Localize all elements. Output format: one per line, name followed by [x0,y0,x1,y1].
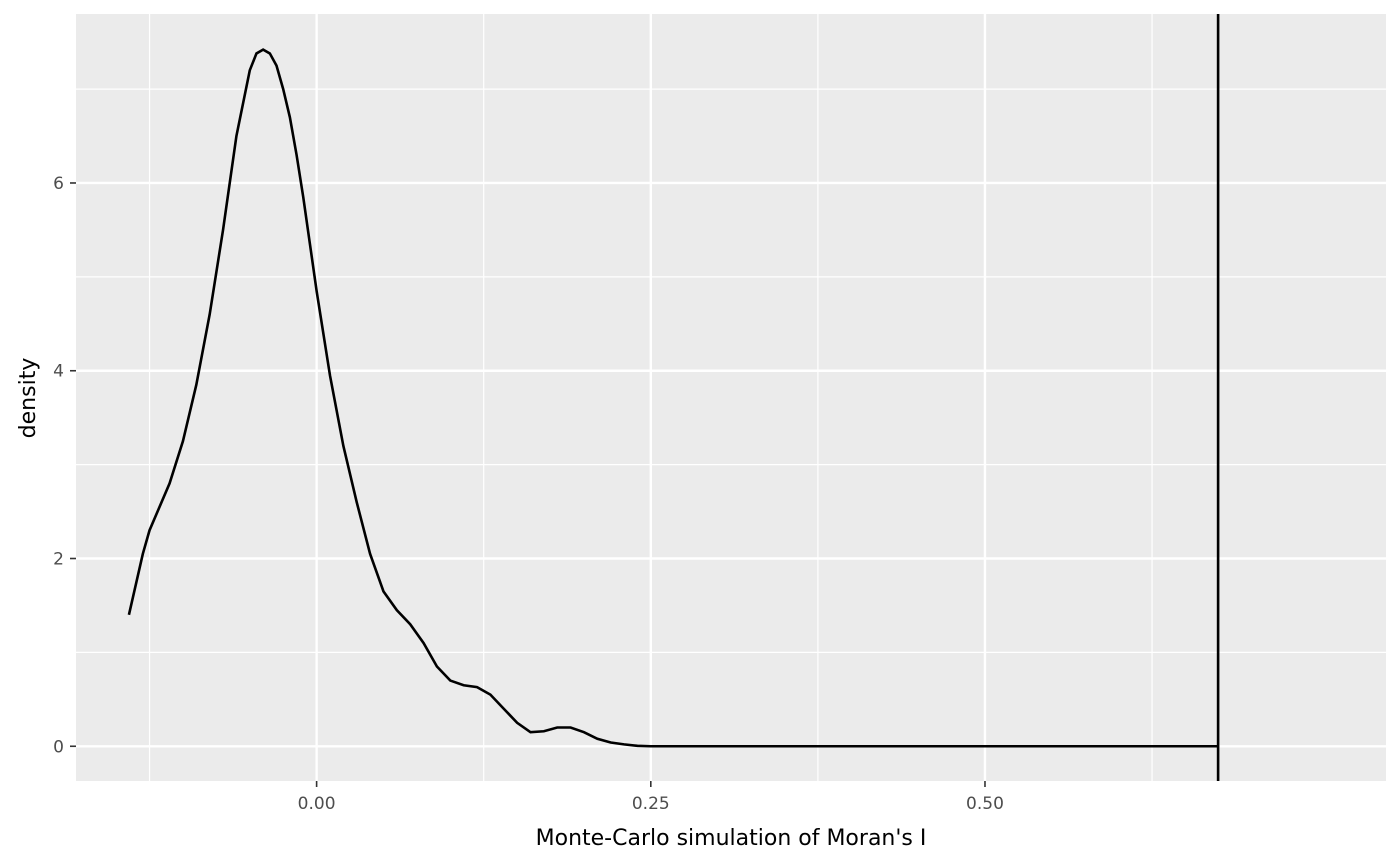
y-axis-ticks: 0 2 4 6 [53,174,76,757]
y-tick-label: 6 [53,174,64,194]
y-tick-label: 2 [53,550,64,570]
y-tick-label: 4 [53,362,64,382]
density-curve [127,48,1219,748]
minor-gridlines [76,14,1386,781]
x-tick-label: 0.25 [632,794,670,814]
x-axis-ticks: 0.00 0.25 0.50 [298,781,1004,814]
plot-panel [76,14,1386,781]
y-axis-title: density [16,358,41,439]
major-gridlines [76,14,1386,781]
x-tick-label: 0.00 [298,794,336,814]
y-tick-label: 0 [53,737,64,757]
x-tick-label: 0.50 [966,794,1004,814]
x-axis-title: Monte-Carlo simulation of Moran's I [536,826,927,851]
